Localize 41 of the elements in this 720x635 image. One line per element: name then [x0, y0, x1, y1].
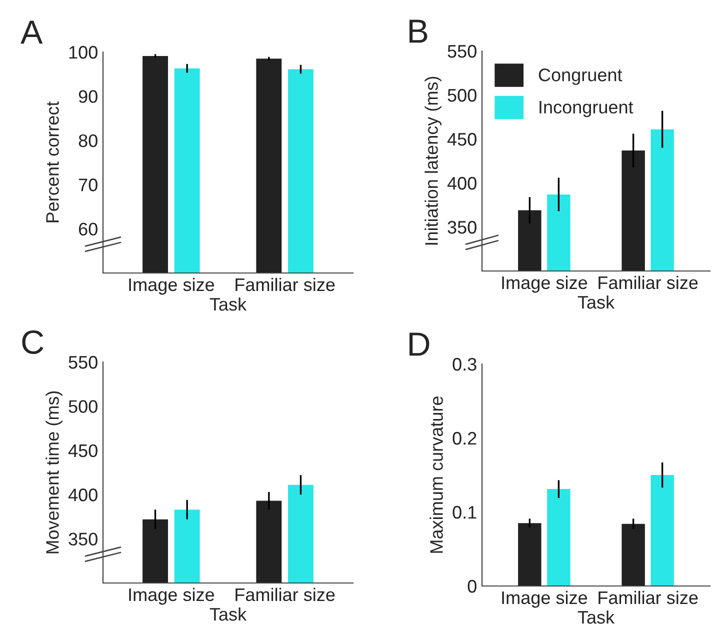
x-axis-title: Task	[210, 607, 247, 621]
y-tick-label: 500	[448, 88, 476, 102]
y-tick-label: 0.2	[452, 432, 476, 445]
y-tick-label: 450	[447, 132, 476, 146]
legend-label: Incongruent	[540, 100, 634, 118]
y-tick-label: 400	[447, 176, 476, 190]
chart-title: C	[22, 330, 44, 354]
x-tick-label: Familiar size	[598, 590, 698, 604]
y-tick-label: 550	[68, 356, 98, 369]
x-tick-label: Familiar size	[598, 276, 698, 290]
y-tick-label: 0.1	[452, 506, 476, 519]
y-axis-title: Initiation latency (ms)	[424, 76, 442, 245]
x-tick-label: Image size	[502, 590, 588, 608]
y-tick-label: 350	[68, 532, 98, 546]
chart-title: D	[409, 332, 430, 356]
x-tick-label: Image size	[129, 278, 214, 295]
y-axis-title: Percent correct	[46, 101, 59, 222]
y-tick-label: 70	[78, 178, 98, 192]
y-tick-label: 90	[78, 90, 98, 103]
x-axis-title: Task	[578, 610, 615, 624]
y-axis-title: Movement time (ms)	[46, 391, 62, 554]
y-tick-label: 400	[68, 488, 98, 502]
x-axis-title: Task	[578, 295, 615, 309]
y-tick-label: 100	[69, 46, 98, 59]
y-tick-label: 550	[448, 44, 476, 58]
x-tick-label: Image size	[502, 276, 588, 293]
x-tick-label: Familiar size	[236, 278, 335, 292]
y-tick-label: 0	[468, 580, 476, 593]
x-tick-label: Familiar size	[236, 588, 335, 602]
y-axis-title: Maximum curvature	[430, 396, 443, 553]
legend-label: Congruent	[538, 68, 622, 85]
y-tick-label: 500	[68, 400, 98, 413]
x-axis-title: Task	[210, 297, 247, 311]
chart-title: B	[409, 20, 428, 43]
y-tick-label: 350	[448, 220, 476, 234]
y-tick-label: 0.3	[452, 358, 476, 371]
y-tick-label: 60	[78, 222, 98, 236]
y-tick-label: 80	[78, 134, 98, 148]
y-tick-label: 450	[68, 444, 98, 458]
chart-title: A	[20, 20, 43, 44]
x-tick-label: Image size	[129, 588, 214, 605]
